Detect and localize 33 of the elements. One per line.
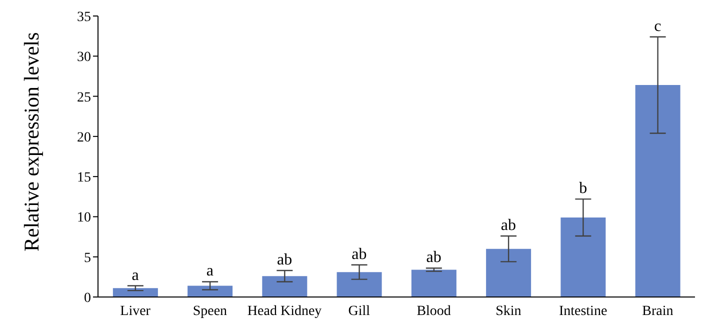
bar: [411, 270, 456, 297]
bar: [336, 272, 382, 297]
annotation: ab: [426, 249, 442, 266]
x-tick-label: Speen: [192, 304, 228, 319]
x-tick-label: Head Kidney: [247, 304, 322, 319]
y-tick-label: 20: [77, 130, 91, 146]
x-tick-label: Blood: [416, 304, 451, 319]
y-tick-label: 10: [77, 210, 91, 226]
annotation: ab: [277, 252, 292, 269]
annotation: c: [654, 18, 662, 35]
y-tick-label: 15: [77, 170, 91, 186]
y-tick-label: 35: [77, 10, 91, 25]
bar: [188, 286, 233, 297]
bar: [262, 276, 308, 297]
x-tick-label: Intestine: [558, 304, 608, 319]
x-tick-label: Skin: [496, 304, 522, 319]
y-tick-label: 5: [84, 250, 91, 266]
annotation: b: [579, 180, 588, 198]
bar: [486, 248, 532, 297]
x-tick-label: Brain: [642, 304, 674, 319]
annotation: ab: [500, 216, 516, 234]
annotation: a: [206, 262, 214, 280]
y-tick-label: 0: [84, 290, 91, 306]
bar: [635, 85, 680, 297]
y-axis-title: Relative expression levels: [19, 32, 44, 252]
annotation: a: [132, 266, 139, 284]
bar: [560, 218, 606, 297]
y-tick-label: 30: [77, 50, 91, 66]
x-tick-label: Gill: [348, 304, 370, 319]
bar: [112, 288, 158, 297]
x-tick-label: Liver: [120, 304, 151, 319]
y-tick-label: 25: [77, 90, 91, 106]
annotation: ab: [352, 246, 367, 263]
